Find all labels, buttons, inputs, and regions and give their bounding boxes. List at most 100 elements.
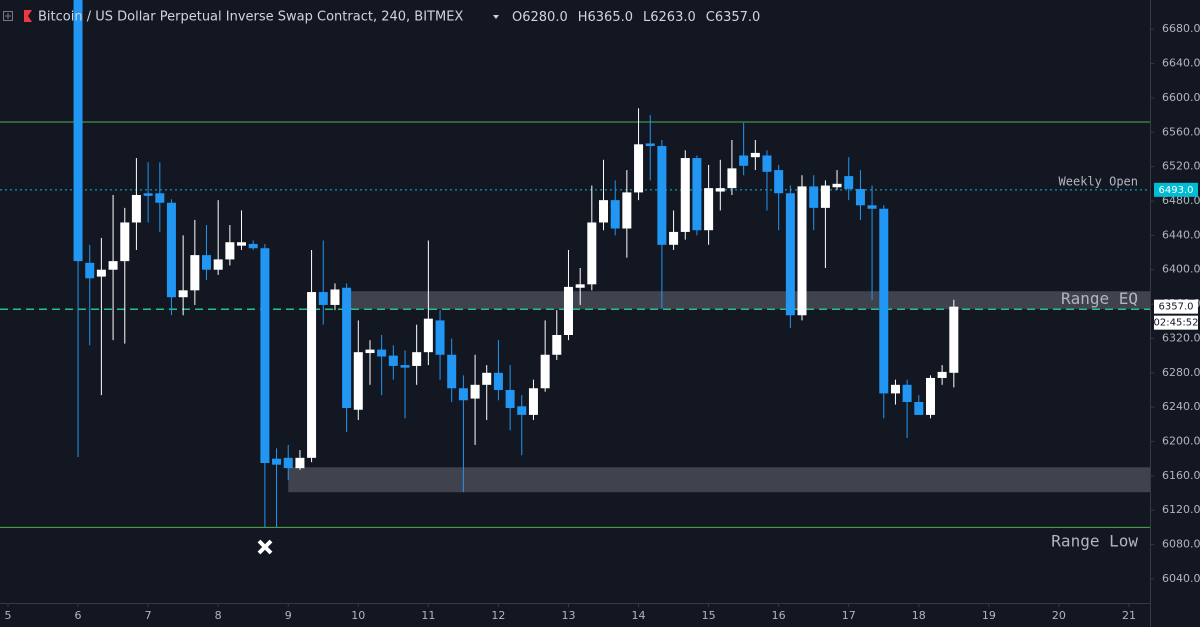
candle-body <box>762 155 772 172</box>
x-marker-stroke <box>257 539 273 555</box>
x-tick-label: 10 <box>351 609 365 622</box>
candle-body <box>855 188 865 206</box>
y-tick-label: 6040.0 <box>1162 572 1200 585</box>
candle-body <box>447 354 457 389</box>
candle-body <box>178 290 188 298</box>
candle-body <box>937 371 947 378</box>
ohlc-value: 6263.0 <box>650 10 696 25</box>
candle-body <box>552 335 562 355</box>
y-tick-label: 6320.0 <box>1162 331 1200 344</box>
annotation: Weekly Open <box>1059 175 1138 189</box>
candle-body <box>739 155 749 166</box>
candle-body <box>108 261 118 270</box>
ohlc-key: C <box>706 10 715 25</box>
symbol-title[interactable]: Bitcoin / US Dollar Perpetual Inverse Sw… <box>38 10 463 25</box>
dropdown-caret[interactable] <box>493 15 499 19</box>
candle-body <box>669 231 679 245</box>
candle-body <box>85 262 95 279</box>
candle-body <box>353 352 363 410</box>
candle-body <box>295 457 305 469</box>
y-tick-label: 6560.0 <box>1162 125 1200 138</box>
zone <box>346 291 1150 310</box>
candle-body <box>890 384 900 394</box>
candle-body <box>820 185 830 208</box>
candle-body <box>914 402 924 415</box>
x-marker <box>257 539 273 555</box>
candle-body <box>622 192 632 229</box>
x-tick-label: 6 <box>75 609 82 622</box>
y-tick-label: 6280.0 <box>1162 366 1200 379</box>
expand-icon[interactable] <box>3 11 13 21</box>
candle-body <box>517 406 527 415</box>
candle-body <box>634 144 644 193</box>
candle-body <box>260 248 270 463</box>
candle-body <box>143 193 153 196</box>
y-tick-label: 6440.0 <box>1162 228 1200 241</box>
y-tick-label: 6160.0 <box>1162 469 1200 482</box>
candle-body <box>400 365 410 368</box>
x-tick-label: 17 <box>842 609 856 622</box>
candle-body <box>307 292 317 458</box>
annotation: Range Low <box>1051 531 1138 550</box>
axes: 6040.0 6080.0 6120.0 6160.0 6200.0 6240.0 6280… <box>4 22 1200 622</box>
countdown-tag <box>1154 315 1198 330</box>
ohlc-legend: O6280.0 H6365.0 L6263.0 C6357.0 <box>512 10 760 25</box>
last-price-tag <box>1154 299 1198 314</box>
ohlc-key: L <box>643 10 651 25</box>
candle-body <box>283 457 293 469</box>
x-tick-label: 5 <box>4 609 11 622</box>
candle-body <box>587 222 597 285</box>
x-tick-label: 9 <box>285 609 292 622</box>
ohlc-key: H <box>578 10 588 25</box>
x-tick-label: 7 <box>145 609 152 622</box>
candle-body <box>692 158 702 231</box>
candle-body <box>774 170 784 194</box>
candle-body <box>750 152 760 158</box>
candle-body <box>832 183 842 188</box>
candle-body <box>318 292 328 305</box>
x-tick-label: 11 <box>421 609 435 622</box>
candle-body <box>902 384 912 402</box>
candle-body <box>342 287 352 409</box>
candle-body <box>493 372 503 390</box>
candle-body <box>482 372 492 385</box>
candle-body <box>388 355 398 366</box>
candle-body <box>423 318 433 353</box>
countdown-label: 02:45:52 <box>1154 318 1199 329</box>
annotation: Range EQ <box>1061 289 1138 308</box>
x-tick-label: 8 <box>215 609 222 622</box>
candle-body <box>785 193 795 316</box>
ohlc-value: 6357.0 <box>715 10 761 25</box>
candle-body <box>96 269 106 277</box>
candle-body <box>715 188 725 192</box>
candle-body <box>844 176 854 189</box>
candle-body <box>131 194 141 223</box>
candle-body <box>610 200 620 229</box>
candle-body <box>704 188 714 231</box>
y-tick-label: 6480.0 <box>1162 194 1200 207</box>
candle-body <box>528 388 538 415</box>
candle-body <box>365 349 375 354</box>
candle-body <box>867 205 877 209</box>
candle-body <box>412 352 422 366</box>
candle-body <box>809 186 819 208</box>
ohlc-value: 6365.0 <box>588 10 634 25</box>
candle-body <box>949 306 959 373</box>
candle-body <box>458 388 468 401</box>
header: Bitcoin / US Dollar Perpetual Inverse Sw… <box>3 10 760 25</box>
candle-body <box>879 208 889 394</box>
candle-body <box>563 286 573 335</box>
y-tick-label: 6400.0 <box>1162 263 1200 276</box>
last-price-label: 6357.0 <box>1159 302 1194 313</box>
x-tick-label: 20 <box>1052 609 1066 622</box>
x-tick-label: 19 <box>982 609 996 622</box>
candle-body <box>248 243 258 249</box>
level-tag-label: 6493.0 <box>1159 185 1194 196</box>
x-tick-label: 14 <box>632 609 646 622</box>
y-tick-label: 6200.0 <box>1162 435 1200 448</box>
y-tick-label: 6600.0 <box>1162 91 1200 104</box>
candle-body <box>225 242 235 260</box>
